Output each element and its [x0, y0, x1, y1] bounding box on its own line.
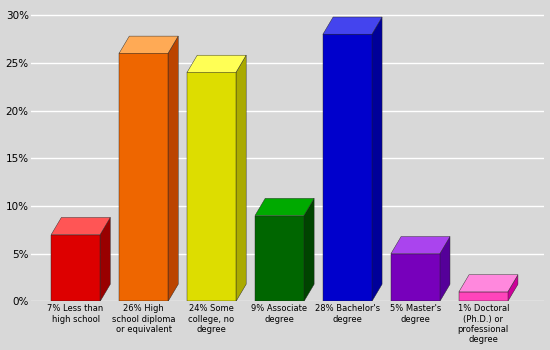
Polygon shape	[440, 237, 450, 301]
Polygon shape	[100, 217, 110, 301]
Polygon shape	[119, 53, 168, 301]
Polygon shape	[508, 275, 518, 301]
Polygon shape	[187, 55, 246, 72]
Polygon shape	[119, 36, 178, 53]
Polygon shape	[323, 17, 382, 34]
Polygon shape	[459, 292, 508, 301]
Polygon shape	[255, 216, 304, 301]
Polygon shape	[51, 234, 100, 301]
Polygon shape	[255, 198, 314, 216]
Polygon shape	[391, 254, 440, 301]
Polygon shape	[51, 217, 110, 234]
Polygon shape	[304, 198, 314, 301]
Polygon shape	[187, 72, 236, 301]
Polygon shape	[372, 17, 382, 301]
Polygon shape	[168, 36, 178, 301]
Polygon shape	[236, 55, 246, 301]
Polygon shape	[323, 34, 372, 301]
Polygon shape	[391, 237, 450, 254]
Polygon shape	[459, 275, 518, 292]
